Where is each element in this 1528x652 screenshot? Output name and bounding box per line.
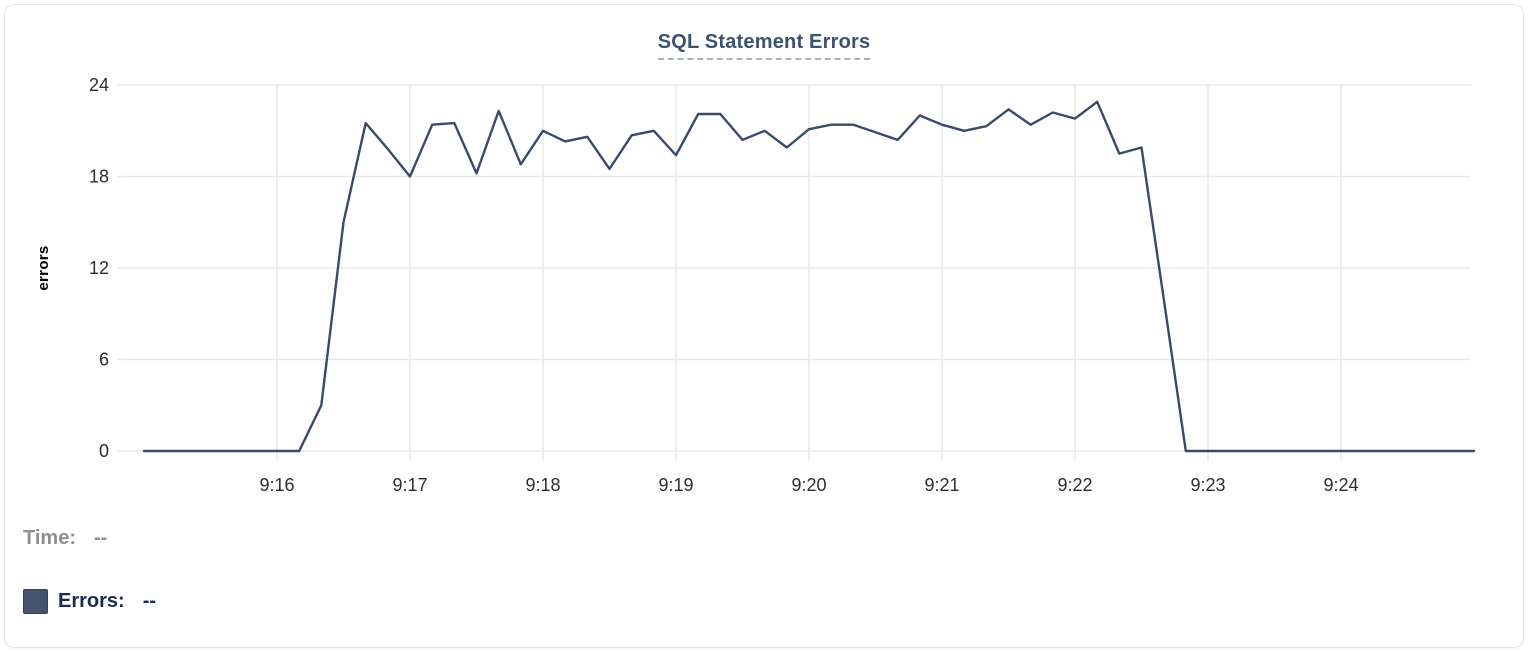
x-tick-label: 9:19 <box>658 475 693 495</box>
x-tick-label: 9:18 <box>525 475 560 495</box>
chart-card: SQL Statement Errors 0 6 12 18 24 9:16 9:17 9:1… <box>4 4 1524 648</box>
errors-series-line <box>142 100 1476 453</box>
y-axis-label: errors <box>35 245 52 290</box>
tooltip-time-label: Time: <box>23 527 76 549</box>
y-tick-label: 6 <box>99 350 109 370</box>
y-tick-label: 18 <box>89 167 109 187</box>
x-tick-label: 9:22 <box>1057 475 1092 495</box>
y-tick-label: 24 <box>89 75 109 95</box>
x-tick-label: 9:17 <box>392 475 427 495</box>
x-tick-label: 9:24 <box>1323 475 1358 495</box>
chart-header: SQL Statement Errors <box>5 31 1523 60</box>
tooltip-errors-row: Errors: -- <box>23 589 156 614</box>
x-tick-label: 9:16 <box>259 475 294 495</box>
x-tick-label: 9:20 <box>791 475 826 495</box>
errors-series-swatch <box>23 589 48 614</box>
x-tick-label: 9:21 <box>924 475 959 495</box>
x-tick-label: 9:23 <box>1190 475 1225 495</box>
chart-canvas[interactable]: 0 6 12 18 24 9:16 9:17 9:18 9:19 9:20 9:21 9:22 9:23… <box>4 4 1524 513</box>
y-tick-label: 12 <box>89 258 109 278</box>
chart-title[interactable]: SQL Statement Errors <box>657 31 871 60</box>
tooltip-time-value: -- <box>93 527 108 549</box>
tooltip-errors-label: Errors: <box>58 590 125 612</box>
tooltip-time-row: Time: -- <box>23 527 107 550</box>
tooltip-errors-value: -- <box>142 590 157 612</box>
y-tick-label: 0 <box>99 441 109 461</box>
